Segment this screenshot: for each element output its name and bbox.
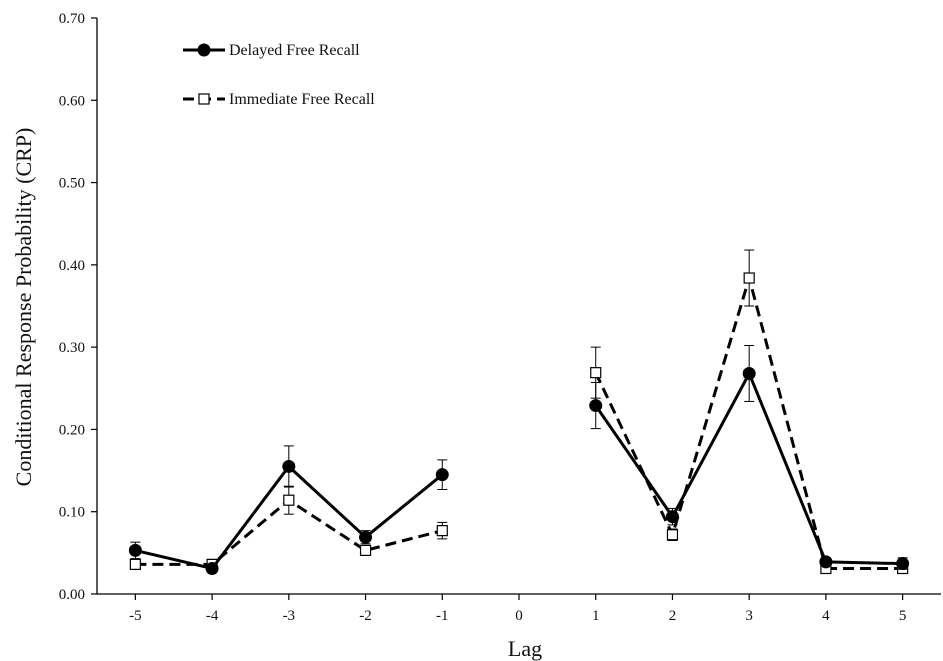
series-line-immediate-free-recall: [594, 272, 903, 570]
x-ticks: -5 -4 -3 -2 -1 0 1 2 3 4 5: [129, 594, 906, 624]
x-tick-label: 5: [899, 608, 907, 624]
data-point: [665, 510, 679, 524]
x-tick-label: -1: [436, 608, 449, 624]
y-axis-label: Conditional Response Probability (CRP): [11, 128, 36, 487]
legend-entry: Delayed Free Recall: [183, 42, 360, 59]
y-ticks: 0.00 0.10 0.20 0.30 0.40 0.50 0.60 0.70: [59, 11, 97, 603]
x-tick-label: 4: [822, 608, 830, 624]
y-tick-label: 0.50: [59, 176, 85, 192]
y-tick-label: 0.40: [59, 258, 85, 274]
x-axis-label: Lag: [508, 636, 542, 661]
legend-swatch-marker: [197, 43, 211, 57]
data-point: [590, 367, 602, 379]
legend: Delayed Free Recall Immediate Free Recall: [183, 42, 375, 108]
x-tick-label: 1: [592, 608, 600, 624]
data-point: [436, 525, 448, 537]
legend-swatch-marker: [198, 93, 210, 105]
series-immediate-free-recall: [129, 249, 909, 575]
data-point: [129, 558, 141, 570]
data-point: [589, 399, 603, 413]
series-delayed-free-recall: [128, 344, 910, 575]
series-layer: [128, 249, 910, 575]
legend-label: Delayed Free Recall: [229, 42, 360, 59]
x-tick-label: 0: [515, 608, 523, 624]
data-point: [896, 557, 910, 571]
y-tick-label: 0.60: [59, 93, 85, 109]
data-point: [743, 272, 755, 284]
axes: [96, 18, 941, 595]
data-point: [666, 529, 679, 541]
data-point: [359, 544, 372, 556]
x-tick-label: -4: [206, 608, 219, 624]
x-tick-label: 3: [745, 608, 753, 624]
data-point: [283, 494, 295, 506]
data-point: [359, 530, 373, 544]
y-tick-label: 0.30: [59, 340, 85, 356]
x-tick-label: -3: [283, 608, 296, 624]
y-tick-label: 0.00: [59, 587, 85, 603]
y-tick-label: 0.20: [59, 422, 85, 438]
legend-entry: Immediate Free Recall: [183, 91, 375, 108]
data-point: [819, 555, 833, 569]
y-tick-label: 0.10: [59, 505, 85, 521]
data-point: [205, 561, 219, 575]
data-point: [282, 459, 296, 473]
legend-label: Immediate Free Recall: [229, 91, 375, 108]
x-tick-label: -5: [129, 608, 142, 624]
data-point: [435, 468, 449, 482]
y-tick-label: 0.70: [59, 11, 85, 27]
x-tick-label: -2: [359, 608, 372, 624]
x-tick-label: 2: [669, 608, 677, 624]
data-point: [742, 366, 756, 380]
data-point: [128, 543, 142, 557]
